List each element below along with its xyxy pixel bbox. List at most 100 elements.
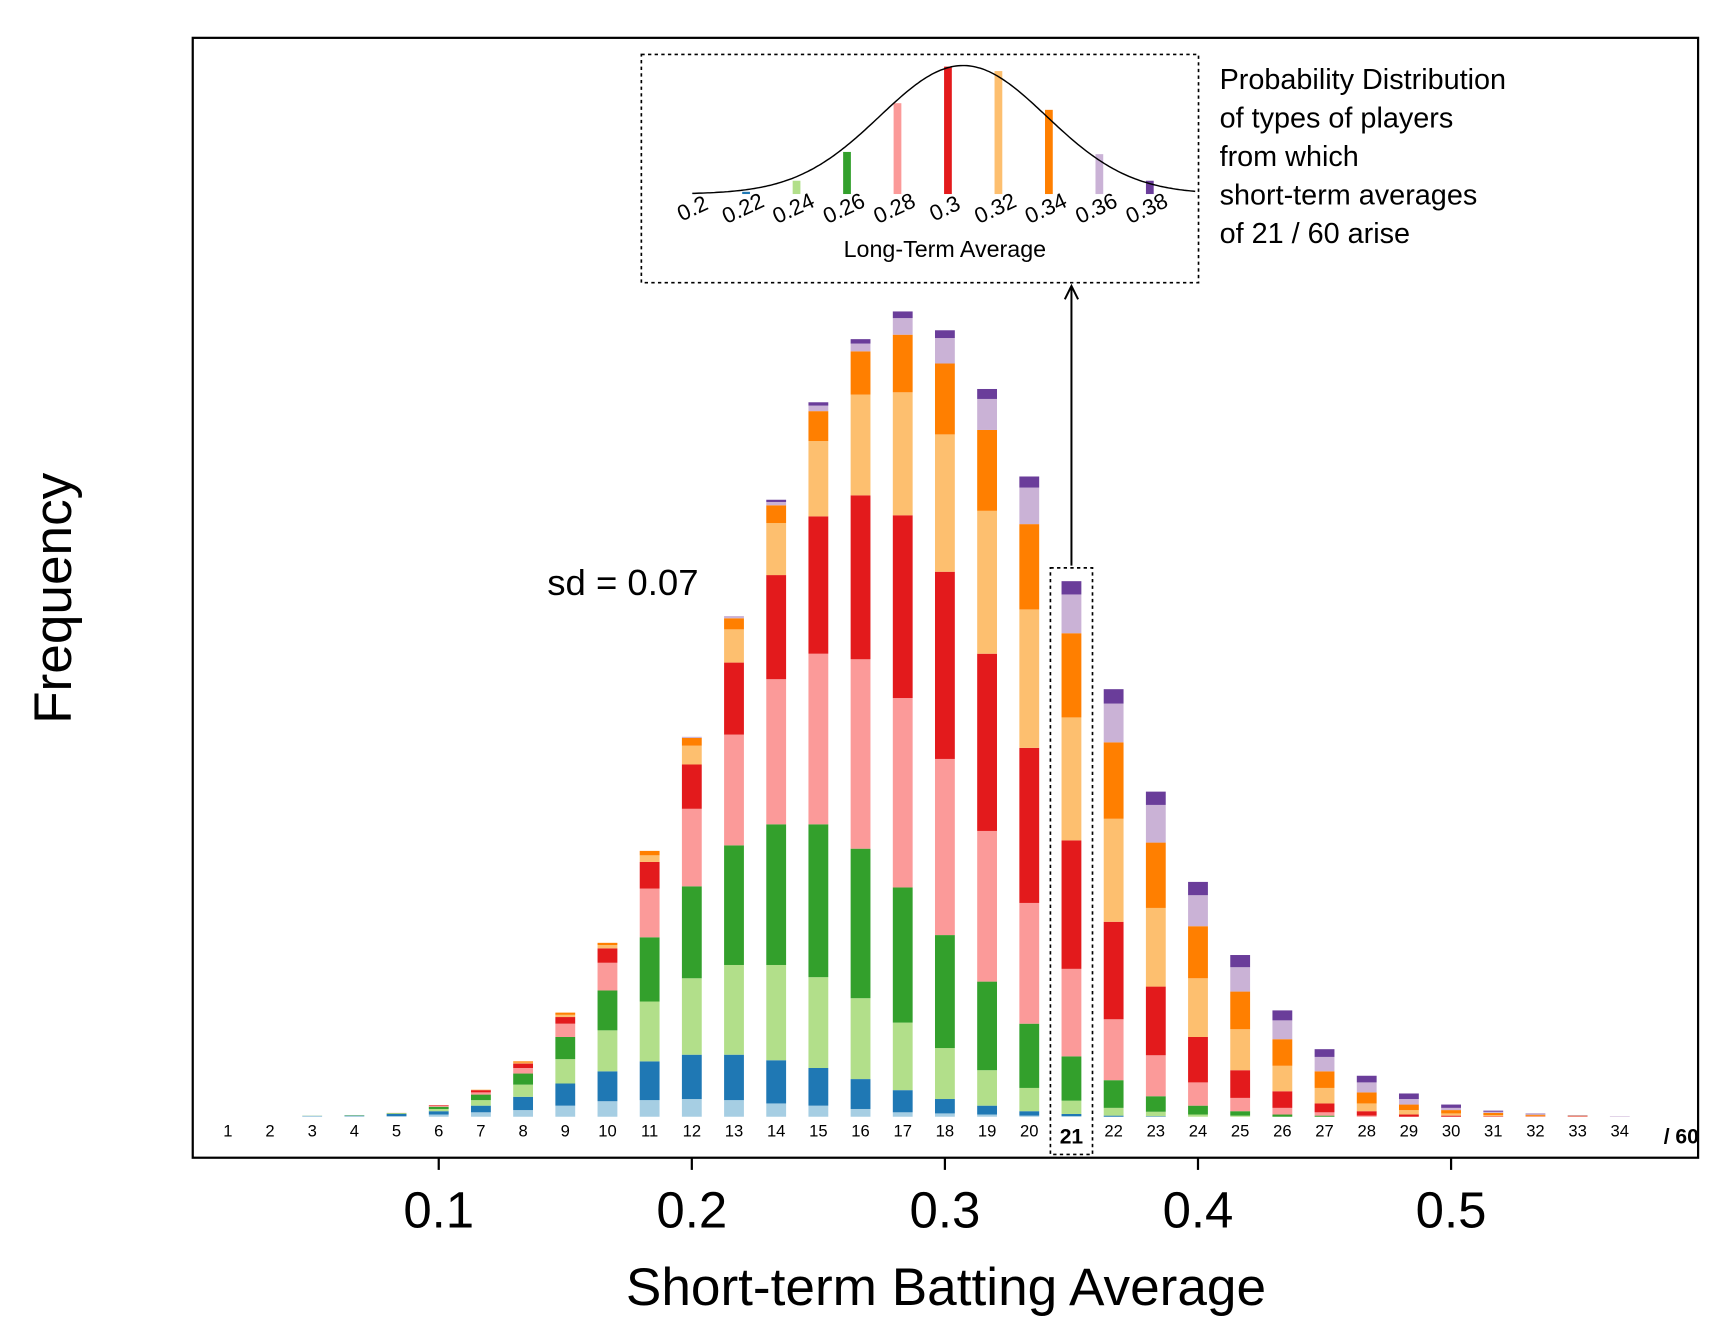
bar-segment: [513, 1061, 534, 1063]
bar-segment: [1061, 594, 1082, 634]
caption-line: short-term averages: [1220, 179, 1478, 211]
x-tick-label: 0.3: [910, 1182, 981, 1239]
bar-segment: [555, 1014, 576, 1018]
bar-segment: [724, 845, 744, 965]
bar-segment: [1356, 1115, 1377, 1117]
main-plot: 0.1 0.2 0.3 0.4 0.51 2 3 4 5 6 7 8 9 10 11 12 13 14 15 16 17…: [223, 283, 1630, 1239]
inset-tick-label: 0.26: [819, 188, 869, 229]
inset-curve: [692, 64, 1196, 195]
bar-segment: [1145, 791, 1166, 805]
x-count-label: 20: [1020, 1122, 1038, 1141]
bar-segment: [1230, 1070, 1251, 1098]
inset-bar: [742, 191, 750, 195]
x-count-label: 11: [641, 1122, 658, 1141]
bar-segment: [724, 662, 744, 735]
inset-bar: [944, 66, 952, 195]
bar-segment: [1188, 1082, 1208, 1106]
bar-segment: [1188, 1036, 1208, 1083]
bar-segment: [808, 441, 829, 517]
bar-segment: [1272, 1107, 1293, 1115]
bar-segment: [934, 1113, 955, 1117]
bar-segment: [1103, 1019, 1124, 1081]
bar-segment: [428, 1111, 449, 1115]
x-count-label: 13: [725, 1122, 743, 1141]
bar-segment: [1145, 1116, 1166, 1117]
x-count-label: 5: [392, 1122, 401, 1141]
bar-segment: [1230, 1097, 1251, 1112]
bar-segment: [1019, 1115, 1040, 1117]
bar-segment: [766, 1103, 787, 1117]
bar-segment: [766, 501, 787, 506]
bar-segment: [1314, 1115, 1335, 1117]
bar-segment: [597, 990, 618, 1031]
bar-segment: [977, 388, 998, 399]
bar-segment: [1019, 1023, 1040, 1088]
bar-segment: [1145, 1111, 1166, 1117]
bar-segment: [766, 824, 787, 965]
bar-segment: [1230, 1029, 1251, 1071]
bar-segment: [892, 334, 913, 393]
bar-segment: [766, 499, 787, 502]
inset-bar: [792, 180, 801, 195]
x-count-label: 33: [1568, 1122, 1586, 1141]
bar-segment: [724, 734, 744, 846]
inset-bar: [1045, 109, 1053, 195]
bar-segment: [977, 510, 998, 654]
bar-segment: [1230, 1115, 1251, 1117]
x-count-label: 21: [1060, 1125, 1084, 1148]
inset-tick-label: 0.2: [673, 190, 711, 226]
bar-segment: [1441, 1107, 1461, 1111]
x-count-label: 28: [1357, 1122, 1375, 1141]
bar-segment: [1188, 881, 1208, 896]
x-count-label: 8: [518, 1122, 527, 1141]
bar-segment: [1019, 1087, 1040, 1112]
bar-segment: [1019, 747, 1040, 903]
bar-segment: [639, 888, 660, 938]
inset-tick-label: 0.22: [718, 188, 768, 229]
bar-segment: [1483, 1112, 1504, 1116]
bar-segment: [1103, 818, 1124, 922]
bar-segment: [850, 998, 871, 1080]
bar-segment: [597, 962, 618, 991]
bar-segment: [428, 1106, 449, 1109]
bar-segment: [1230, 967, 1251, 992]
bar-segment: [597, 1101, 618, 1117]
bar-segment: [555, 1105, 576, 1117]
bar-segment: [1019, 1111, 1040, 1116]
bar-segment: [808, 977, 829, 1068]
bar-segment: [1103, 921, 1124, 1020]
bar-segment: [766, 575, 787, 680]
bar-segment: [1103, 1107, 1124, 1116]
inset-bar: [994, 71, 1003, 195]
bar-segment: [808, 516, 829, 654]
bar-segment: [1019, 609, 1040, 748]
bar-segment: [1441, 1115, 1461, 1117]
bar-segment: [555, 1036, 576, 1060]
bar-segment: [1441, 1110, 1461, 1114]
inset-bar: [1145, 180, 1154, 195]
x-count-label: 19: [978, 1122, 996, 1141]
bar-segment: [1019, 476, 1040, 488]
bar-segment: [1188, 978, 1208, 1037]
bar-segment: [428, 1105, 449, 1106]
bar-segment: [471, 1089, 491, 1091]
bar-segment: [808, 411, 829, 442]
inset-tick-label: 0.3: [926, 190, 964, 226]
inset-tick-label: 0.24: [769, 188, 819, 229]
bar-segment: [639, 1100, 660, 1117]
bar-segment: [977, 1114, 998, 1117]
inset-tick-label: 0.32: [970, 188, 1020, 229]
bar-segment: [513, 1110, 534, 1117]
x-axis-title: Short-term Batting Average: [626, 1258, 1266, 1317]
bar-segment: [850, 394, 871, 496]
x-count-label: 14: [767, 1122, 785, 1141]
bar-segment: [724, 616, 744, 619]
bar-segment: [639, 850, 660, 856]
bar-segment: [1145, 842, 1166, 908]
bar-segment: [934, 571, 955, 759]
bar-segment: [892, 887, 913, 1023]
bar-segment: [1061, 1100, 1082, 1114]
bar-segment: [681, 808, 702, 887]
bar-segment: [1188, 895, 1208, 927]
x-count-label: 23: [1147, 1122, 1165, 1141]
